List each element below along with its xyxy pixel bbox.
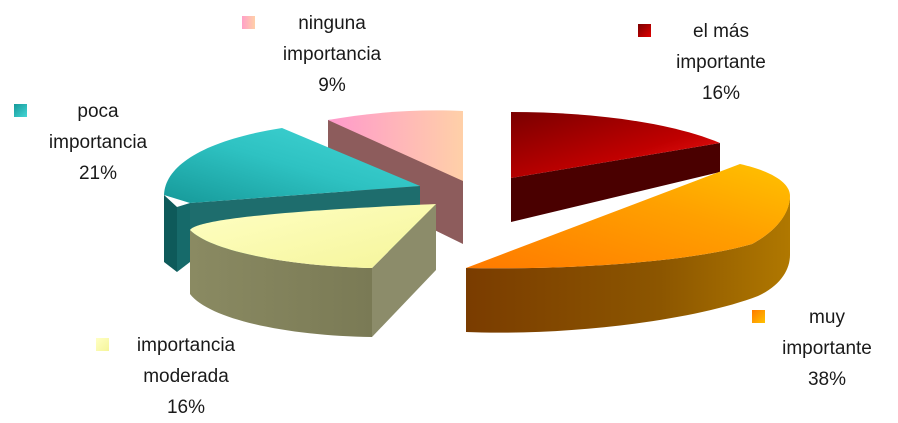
label-line: importancia <box>48 132 148 153</box>
label-line: importancia <box>136 335 236 356</box>
slice-muy-importante <box>466 164 790 333</box>
label-importancia-moderada: importancia moderada 16% <box>96 330 256 423</box>
label-line: poca <box>77 101 119 122</box>
label-line: ninguna <box>298 13 366 34</box>
label-percent: 38% <box>807 369 847 390</box>
legend-key-poca <box>14 104 27 117</box>
label-el-mas-importante: el más importante 16% <box>638 16 796 109</box>
legend-key-ninguna <box>242 16 255 29</box>
legend-key-el-mas <box>638 24 651 37</box>
label-line: importancia <box>282 44 382 65</box>
label-line: el más <box>693 21 749 42</box>
label-percent: 9% <box>318 75 346 96</box>
legend-key-moderada <box>96 338 109 351</box>
label-line: importante <box>782 338 872 359</box>
label-line: muy <box>809 307 845 328</box>
label-percent: 21% <box>78 163 118 184</box>
label-percent: 16% <box>701 83 741 104</box>
slice-importancia-moderada <box>190 204 436 337</box>
slice-el-mas-importante <box>511 112 720 222</box>
label-percent: 16% <box>166 397 206 418</box>
legend-key-muy <box>752 310 765 323</box>
label-line: importante <box>676 52 766 73</box>
label-poca-importancia: poca importancia 21% <box>14 96 168 189</box>
label-line: moderada <box>143 366 229 387</box>
label-ninguna-importancia: ninguna importancia 9% <box>242 8 402 101</box>
label-muy-importante: muy importante 38% <box>752 302 896 395</box>
